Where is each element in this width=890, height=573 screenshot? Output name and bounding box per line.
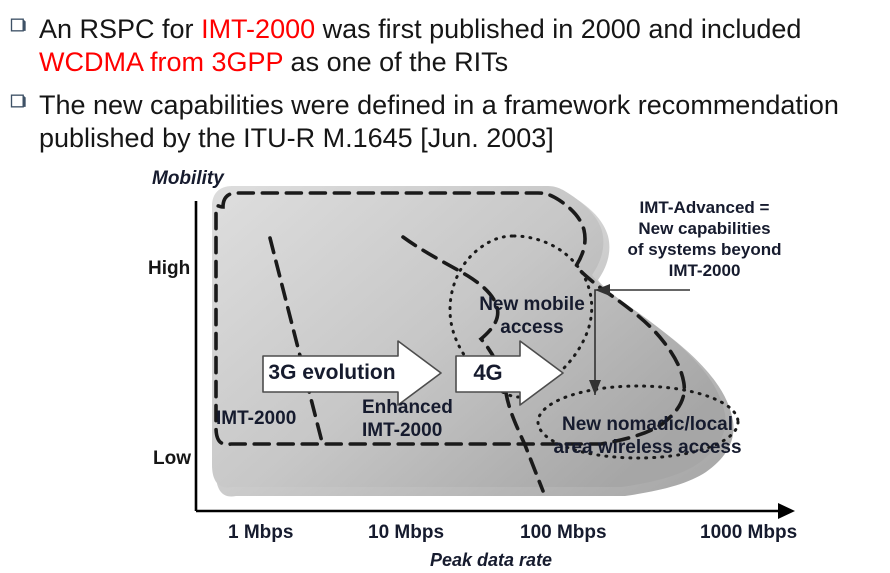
svg-text:4G: 4G <box>473 360 502 385</box>
svg-text:3G evolution: 3G evolution <box>268 361 395 384</box>
